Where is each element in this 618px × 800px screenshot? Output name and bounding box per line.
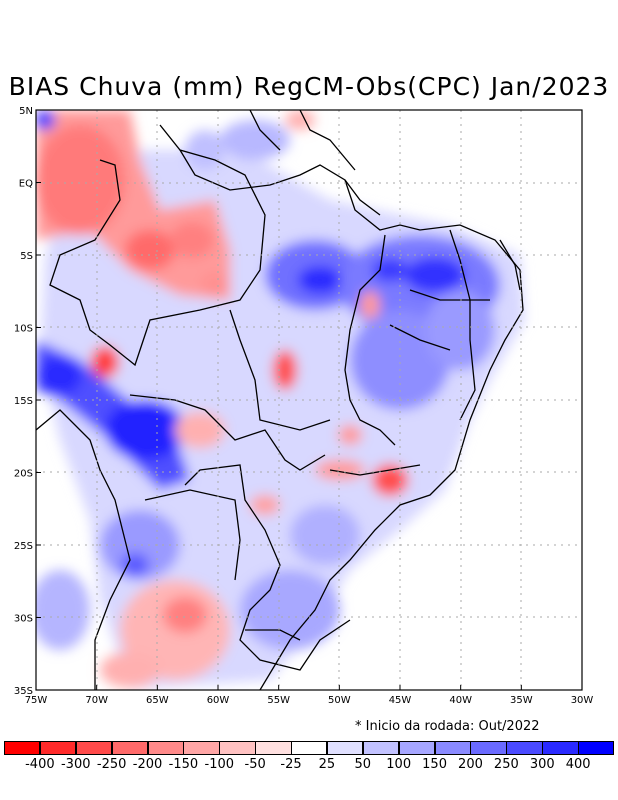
colorbar-swatch [39, 741, 77, 755]
colorbar-label: 150 [422, 757, 447, 772]
lon-label: 30W [571, 695, 594, 706]
lon-label: 65W [146, 695, 169, 706]
country-borders [36, 110, 524, 690]
run-start-note: * Inicio da rodada: Out/2022 [355, 719, 540, 734]
colorbar-label: 400 [565, 757, 591, 772]
colorbar-swatch [326, 741, 364, 755]
colorbar-swatch [255, 741, 292, 755]
colorbar-label: -100 [204, 757, 235, 772]
colorbar-swatch [542, 741, 579, 755]
colorbar-label: -300 [60, 757, 91, 772]
colorbar-swatch [434, 741, 471, 755]
colorbar-label: 200 [458, 757, 483, 772]
longitude-labels: 75W 70W 65W 60W 55W 50W 45W 40W 35W 30W [25, 685, 594, 706]
colorbar-label: 100 [386, 757, 412, 772]
lon-label: 50W [328, 695, 351, 706]
lat-label: 20S [14, 469, 33, 480]
map-title: BIAS Chuva (mm) RegCM-Obs(CPC) Jan/2023 [8, 72, 610, 101]
colorbar-label: 50 [354, 757, 372, 772]
lat-label: 5S [20, 251, 33, 262]
colorbar-label: -400 [25, 757, 55, 772]
colorbar-swatch [75, 741, 113, 755]
lat-label: 5N [19, 106, 33, 117]
colorbar-swatch [147, 741, 184, 755]
lon-label: 45W [389, 695, 412, 706]
lon-label: 55W [267, 695, 290, 706]
colorbar-label: 250 [493, 757, 519, 772]
latitude-labels: 5N EQ 5S 10S 15S 20S 25S 30S 35S [14, 106, 41, 697]
colorbar-swatch [578, 741, 615, 755]
colorbar-label: -150 [168, 757, 199, 772]
colorbar-label: -50 [244, 757, 266, 772]
lat-label: 30S [14, 614, 33, 625]
lat-label: 25S [14, 541, 33, 552]
colorbar-swatch [506, 741, 543, 755]
colorbar-label: -25 [280, 757, 302, 772]
lat-label: 10S [14, 324, 33, 335]
colorbar-swatch [183, 741, 220, 755]
lon-label: 35W [510, 695, 533, 706]
lat-label: EQ [19, 179, 33, 190]
colorbar-swatch [470, 741, 507, 755]
colorbar-label: 25 [318, 757, 336, 772]
colorbar-label: 300 [529, 757, 555, 772]
colorbar-swatch [4, 741, 41, 755]
bias-field [36, 110, 525, 690]
colorbar-label: -250 [96, 757, 127, 772]
lat-label: 35S [14, 686, 33, 697]
colorbar-swatch [362, 741, 400, 755]
lon-label: 70W [85, 695, 108, 706]
colorbar-swatch [219, 741, 256, 755]
lon-label: 60W [207, 695, 230, 706]
lon-label: 40W [449, 695, 472, 706]
colorbar-swatch [291, 741, 328, 755]
colorbar-swatch [398, 741, 436, 755]
graticule [36, 110, 582, 690]
lat-label: 15S [14, 396, 33, 407]
colorbar-label: -200 [132, 757, 163, 772]
colorbar-swatch [111, 741, 149, 755]
lon-label: 75W [25, 695, 48, 706]
